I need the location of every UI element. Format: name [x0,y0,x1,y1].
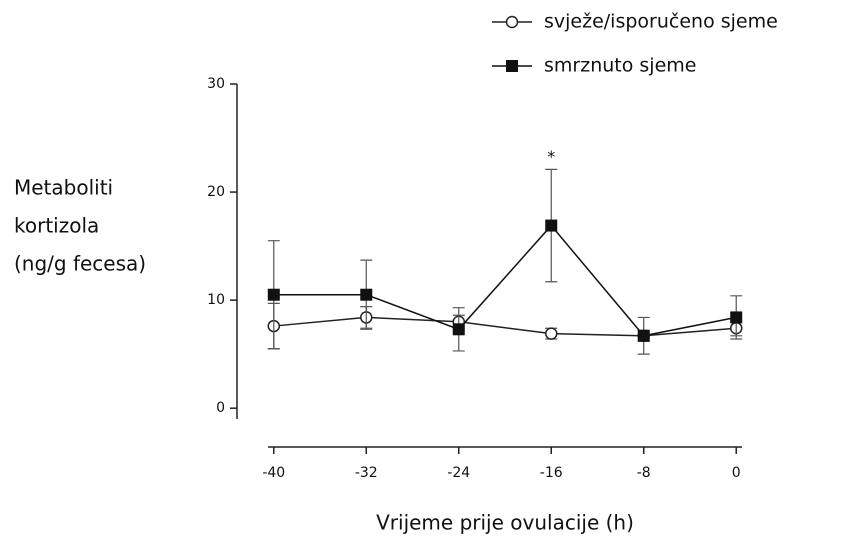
y-axis-label: kortizola [14,214,99,238]
legend-marker [505,15,519,29]
y-tick-label: 20 [207,184,225,200]
y-tick-label: 0 [216,400,225,416]
point [452,323,465,336]
legend-label: svježe/isporučeno sjeme [544,11,778,33]
y-tick-label: 30 [207,76,225,92]
point [545,219,558,232]
series-line [273,224,737,337]
x-tick-label: 0 [732,465,741,481]
point [360,288,373,301]
point [637,329,650,342]
annotation: * [547,147,555,166]
point [267,288,280,301]
y-axis-label: Metaboliti [14,176,113,200]
x-tick-label: -24 [447,465,470,481]
x-tick-label: -16 [540,465,563,481]
point [730,311,743,324]
series-line [273,316,737,337]
y-axis-label: (ng/g fecesa) [14,252,146,276]
legend-label: smrznuto sjeme [544,55,696,77]
y-tick-label: 10 [207,292,225,308]
x-tick-label: -40 [262,465,285,481]
x-tick-label: -8 [637,465,651,481]
x-tick-label: -32 [355,465,378,481]
point [544,327,558,340]
legend-marker [506,60,518,72]
x-axis-label: Vrijeme prije ovulacije (h) [376,511,634,535]
